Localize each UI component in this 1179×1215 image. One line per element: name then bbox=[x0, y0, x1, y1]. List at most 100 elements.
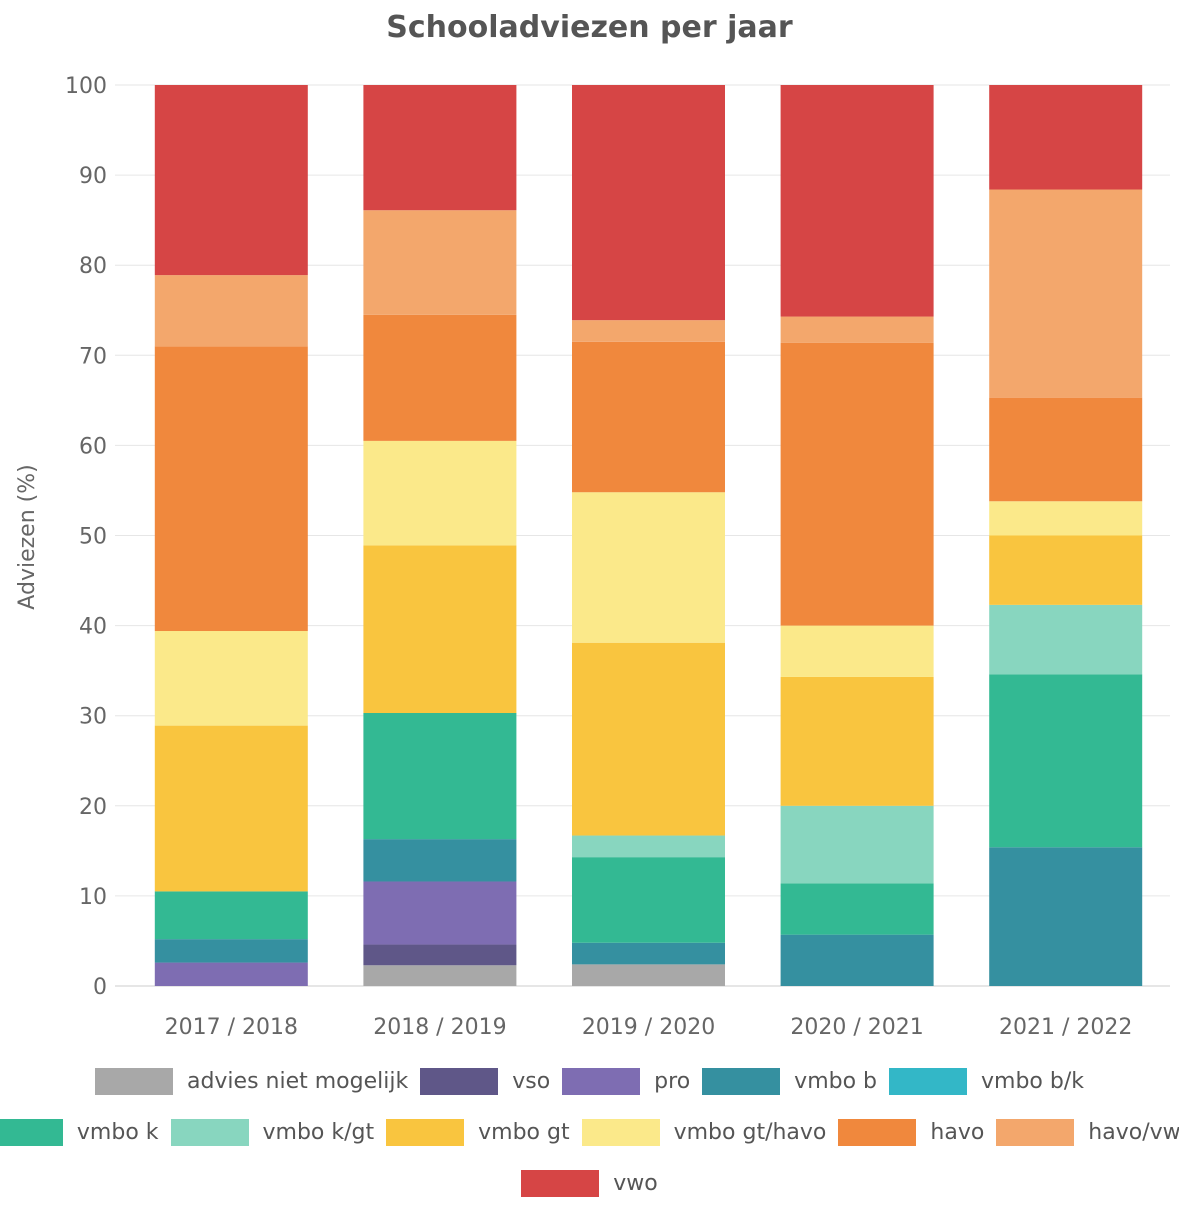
bar-segment[interactable] bbox=[572, 942, 725, 965]
legend-item[interactable]: vmbo gt bbox=[386, 1118, 570, 1146]
bar-segment[interactable] bbox=[572, 85, 725, 321]
y-tick-label: 0 bbox=[93, 975, 107, 1000]
bar-segment[interactable] bbox=[154, 891, 308, 940]
bar-segment[interactable] bbox=[363, 712, 517, 840]
legend: advies niet mogelijk vso pro vmbo b vmbo b/k… bbox=[0, 1062, 1179, 1215]
y-tick-label: 60 bbox=[79, 434, 107, 459]
bar-segment[interactable] bbox=[989, 189, 1143, 398]
bar-segment[interactable] bbox=[363, 314, 517, 441]
bar-segment[interactable] bbox=[154, 725, 308, 892]
legend-swatch bbox=[889, 1067, 968, 1095]
y-tick-label: 80 bbox=[79, 254, 107, 279]
legend-label: vmbo gt/havo bbox=[673, 1119, 827, 1145]
legend-item[interactable]: pro bbox=[562, 1067, 691, 1095]
legend-label: vmbo gt bbox=[478, 1119, 570, 1145]
bar-segment[interactable] bbox=[363, 881, 517, 945]
bar-segment[interactable] bbox=[363, 440, 517, 546]
bar-segment[interactable] bbox=[363, 85, 517, 211]
bar-segment[interactable] bbox=[572, 492, 725, 643]
legend-item[interactable]: vmbo b bbox=[702, 1067, 878, 1095]
legend-swatch bbox=[386, 1118, 465, 1146]
legend-item[interactable]: havo/vwo bbox=[996, 1118, 1179, 1146]
bar-segment[interactable] bbox=[154, 346, 308, 632]
legend-swatch bbox=[170, 1118, 249, 1146]
bar-segment[interactable] bbox=[363, 839, 517, 882]
bar-segment[interactable] bbox=[989, 847, 1143, 986]
legend-swatch bbox=[996, 1118, 1075, 1146]
bar-segment[interactable] bbox=[780, 625, 934, 677]
legend-row: advies niet mogelijk vso pro vmbo b vmbo b/k bbox=[0, 1062, 1179, 1100]
y-tick-label: 90 bbox=[79, 164, 107, 189]
legend-swatch bbox=[521, 1169, 600, 1197]
bar-segment[interactable] bbox=[989, 535, 1143, 605]
x-tick-label: 2018 / 2019 bbox=[373, 1015, 506, 1040]
legend-swatch bbox=[0, 1118, 63, 1146]
legend-label: advies niet mogelijk bbox=[186, 1068, 409, 1094]
legend-row: vmbo k vmbo k/gt vmbo gt vmbo gt/havo havo ha… bbox=[0, 1113, 1179, 1151]
x-tick-label: 2021 / 2022 bbox=[999, 1015, 1132, 1040]
bar-segment[interactable] bbox=[363, 944, 517, 966]
stacked-bar-chart: 0 10 20 30 40 50 60 70 80 90 100 2017 / 2018 2018 /… bbox=[15, 74, 1170, 1040]
legend-item[interactable]: vmbo b/k bbox=[889, 1067, 1084, 1095]
bar-segment[interactable] bbox=[363, 210, 517, 315]
bar-segment[interactable] bbox=[154, 275, 308, 347]
legend-item[interactable]: havo bbox=[838, 1118, 985, 1146]
bar-segment[interactable] bbox=[780, 316, 934, 343]
bar-segment[interactable] bbox=[780, 85, 934, 317]
bar-segment[interactable] bbox=[572, 964, 725, 986]
legend-label: havo bbox=[930, 1119, 985, 1145]
y-tick-label: 20 bbox=[79, 795, 107, 820]
bar-segment[interactable] bbox=[154, 85, 308, 276]
legend-swatch bbox=[94, 1067, 173, 1095]
bar-segment[interactable] bbox=[154, 631, 308, 726]
bars bbox=[154, 85, 1143, 986]
y-axis-label: Adviezen (%) bbox=[15, 464, 40, 609]
legend-label: vso bbox=[512, 1068, 551, 1094]
legend-item[interactable]: vso bbox=[420, 1067, 551, 1095]
y-tick-label: 100 bbox=[65, 74, 107, 99]
bar-segment[interactable] bbox=[989, 397, 1143, 502]
legend-swatch bbox=[702, 1067, 781, 1095]
bar-segment[interactable] bbox=[780, 805, 934, 884]
legend-label: pro bbox=[654, 1068, 691, 1094]
bar-segment[interactable] bbox=[989, 85, 1143, 190]
legend-swatch bbox=[838, 1118, 917, 1146]
legend-swatch bbox=[562, 1067, 641, 1095]
legend-item[interactable]: vmbo k bbox=[0, 1118, 159, 1146]
bar-segment[interactable] bbox=[154, 962, 308, 986]
bar-segment[interactable] bbox=[154, 939, 308, 963]
legend-label: vwo bbox=[613, 1170, 658, 1196]
bar-segment[interactable] bbox=[780, 676, 934, 806]
y-tick-label: 70 bbox=[79, 344, 107, 369]
x-axis-ticks: 2017 / 2018 2018 / 2019 2019 / 2020 2020 / … bbox=[165, 1015, 1133, 1040]
bar-segment[interactable] bbox=[363, 545, 517, 713]
chart-title: Schooladviezen per jaar bbox=[386, 10, 793, 45]
bar-segment[interactable] bbox=[780, 934, 934, 986]
bar-segment[interactable] bbox=[989, 604, 1143, 675]
legend-row: vwo bbox=[0, 1164, 1179, 1202]
bar-segment[interactable] bbox=[572, 857, 725, 943]
y-tick-label: 30 bbox=[79, 705, 107, 730]
legend-item[interactable]: vmbo k/gt bbox=[170, 1118, 375, 1146]
bar-segment[interactable] bbox=[572, 341, 725, 493]
legend-swatch bbox=[581, 1118, 660, 1146]
legend-label: vmbo k/gt bbox=[262, 1119, 375, 1145]
x-tick-label: 2020 / 2021 bbox=[790, 1015, 923, 1040]
bar-segment[interactable] bbox=[780, 342, 934, 626]
bar-segment[interactable] bbox=[572, 320, 725, 342]
legend-swatch bbox=[420, 1067, 499, 1095]
bar-segment[interactable] bbox=[363, 965, 517, 986]
legend-label: vmbo b bbox=[794, 1068, 878, 1094]
bar-segment[interactable] bbox=[989, 501, 1143, 536]
y-tick-label: 40 bbox=[79, 615, 107, 640]
x-tick-label: 2019 / 2020 bbox=[582, 1015, 715, 1040]
bar-segment[interactable] bbox=[572, 835, 725, 858]
legend-item[interactable]: vmbo gt/havo bbox=[581, 1118, 827, 1146]
y-tick-label: 50 bbox=[79, 525, 107, 550]
legend-item[interactable]: vwo bbox=[521, 1169, 658, 1197]
bar-segment[interactable] bbox=[780, 883, 934, 935]
y-axis-ticks: 0 10 20 30 40 50 60 70 80 90 100 bbox=[65, 74, 107, 1000]
bar-segment[interactable] bbox=[989, 674, 1143, 848]
legend-item[interactable]: advies niet mogelijk bbox=[94, 1067, 409, 1095]
bar-segment[interactable] bbox=[572, 642, 725, 836]
